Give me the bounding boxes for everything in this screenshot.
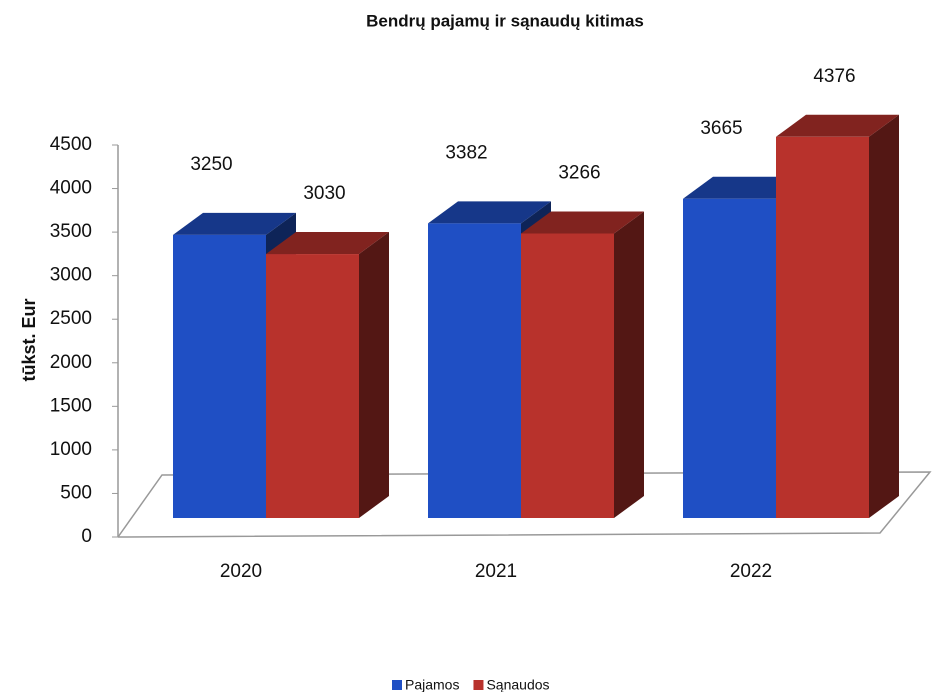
- y-tick-label: 2000: [50, 352, 92, 373]
- legend-label: Pajamos: [405, 677, 459, 692]
- value-label: 3665: [700, 118, 742, 139]
- bar: [173, 234, 266, 518]
- y-axis-label: tūkst. Eur: [19, 298, 39, 381]
- legend-swatch: [473, 680, 484, 690]
- bar-top: [173, 212, 296, 235]
- bar-top: [776, 114, 899, 137]
- x-tick-label: 2021: [475, 561, 517, 582]
- floor: [117, 471, 932, 538]
- y-tick-label: 4000: [50, 178, 92, 199]
- value-label: 3030: [303, 183, 345, 204]
- legend-label: Sąnaudos: [486, 677, 549, 692]
- value-label: 3382: [445, 142, 487, 163]
- y-tick-label: 0: [81, 526, 92, 547]
- bar-top: [521, 211, 644, 234]
- x-tick-label: 2022: [730, 561, 772, 582]
- bar: [521, 233, 614, 518]
- bar: [266, 254, 359, 518]
- value-label: 3250: [190, 154, 232, 175]
- legend: Pajamos Sąnaudos: [392, 677, 550, 692]
- bar-side: [614, 211, 644, 518]
- bar-top: [266, 232, 389, 255]
- y-tick-label: 4500: [50, 134, 92, 155]
- bar-side: [869, 114, 899, 518]
- y-tick-label: 1000: [50, 439, 92, 460]
- bar: [428, 223, 521, 518]
- y-tick-label: 3000: [50, 265, 92, 286]
- y-tick-label: 500: [60, 482, 92, 503]
- value-label: 4376: [813, 66, 855, 87]
- chart-title: Bendrų pajamų ir sąnaudų kitimas: [366, 11, 644, 30]
- y-tick-label: 1500: [50, 395, 92, 416]
- bar-top: [683, 176, 806, 199]
- bar: [683, 198, 776, 518]
- bar: [776, 136, 869, 519]
- bar-top: [428, 201, 551, 224]
- legend-swatch: [392, 680, 402, 690]
- y-tick-label: 3500: [50, 221, 92, 242]
- y-tick-label: 2500: [50, 308, 92, 329]
- value-label: 3266: [558, 163, 600, 184]
- bar-side: [359, 232, 389, 518]
- x-tick-label: 2020: [220, 561, 262, 582]
